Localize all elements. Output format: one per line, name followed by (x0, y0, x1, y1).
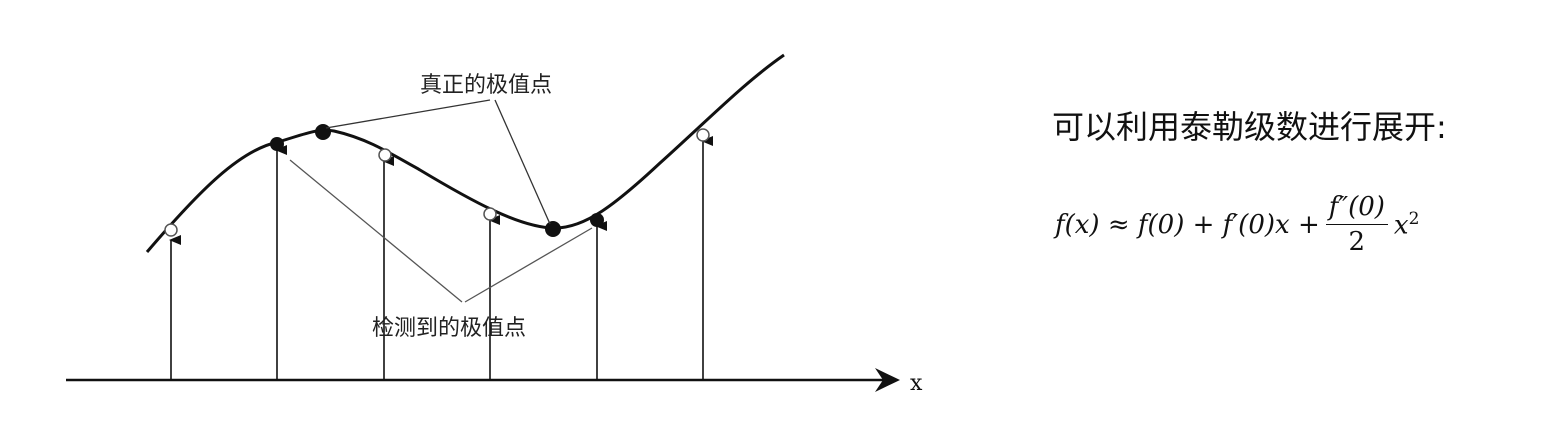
formula-tail: x2 (1393, 208, 1420, 241)
label-true-extrema: 真正的极值点 (420, 73, 552, 98)
callout-detected-max (289, 159, 463, 303)
extrema-diagram: x 真正的极值点 检测到的极值点 (66, 53, 923, 396)
x-axis-label: x (910, 371, 923, 396)
x-axis-arrowhead (875, 368, 900, 392)
callout-true-min (494, 99, 551, 225)
detected-extremum-min (590, 213, 604, 227)
sample-point-4 (483, 207, 497, 221)
sample-point-6 (696, 128, 710, 142)
taylor-heading: 可以利用泰勒级数进行展开: (1052, 108, 1447, 146)
fraction-numerator: f″(0) (1325, 192, 1388, 225)
detected-extremum-max (270, 137, 284, 151)
formula-fraction: f″(0) 2 (1325, 192, 1388, 257)
callout-true-max (325, 99, 491, 129)
formula-lhs: f(x) ≈ f(0) + f′(0)x + (1055, 209, 1320, 240)
label-detected-extrema: 检测到的极值点 (372, 316, 526, 341)
sample-point-3 (378, 148, 392, 162)
taylor-formula: f(x) ≈ f(0) + f′(0)x + f″(0) 2 x2 (1055, 192, 1419, 257)
true-extremum-min (545, 221, 561, 237)
true-extremum-max (315, 124, 331, 140)
sample-point-1 (164, 223, 178, 237)
fraction-denominator: 2 (1348, 227, 1366, 257)
callout-detected-min (464, 227, 593, 303)
function-curve (145, 53, 785, 253)
